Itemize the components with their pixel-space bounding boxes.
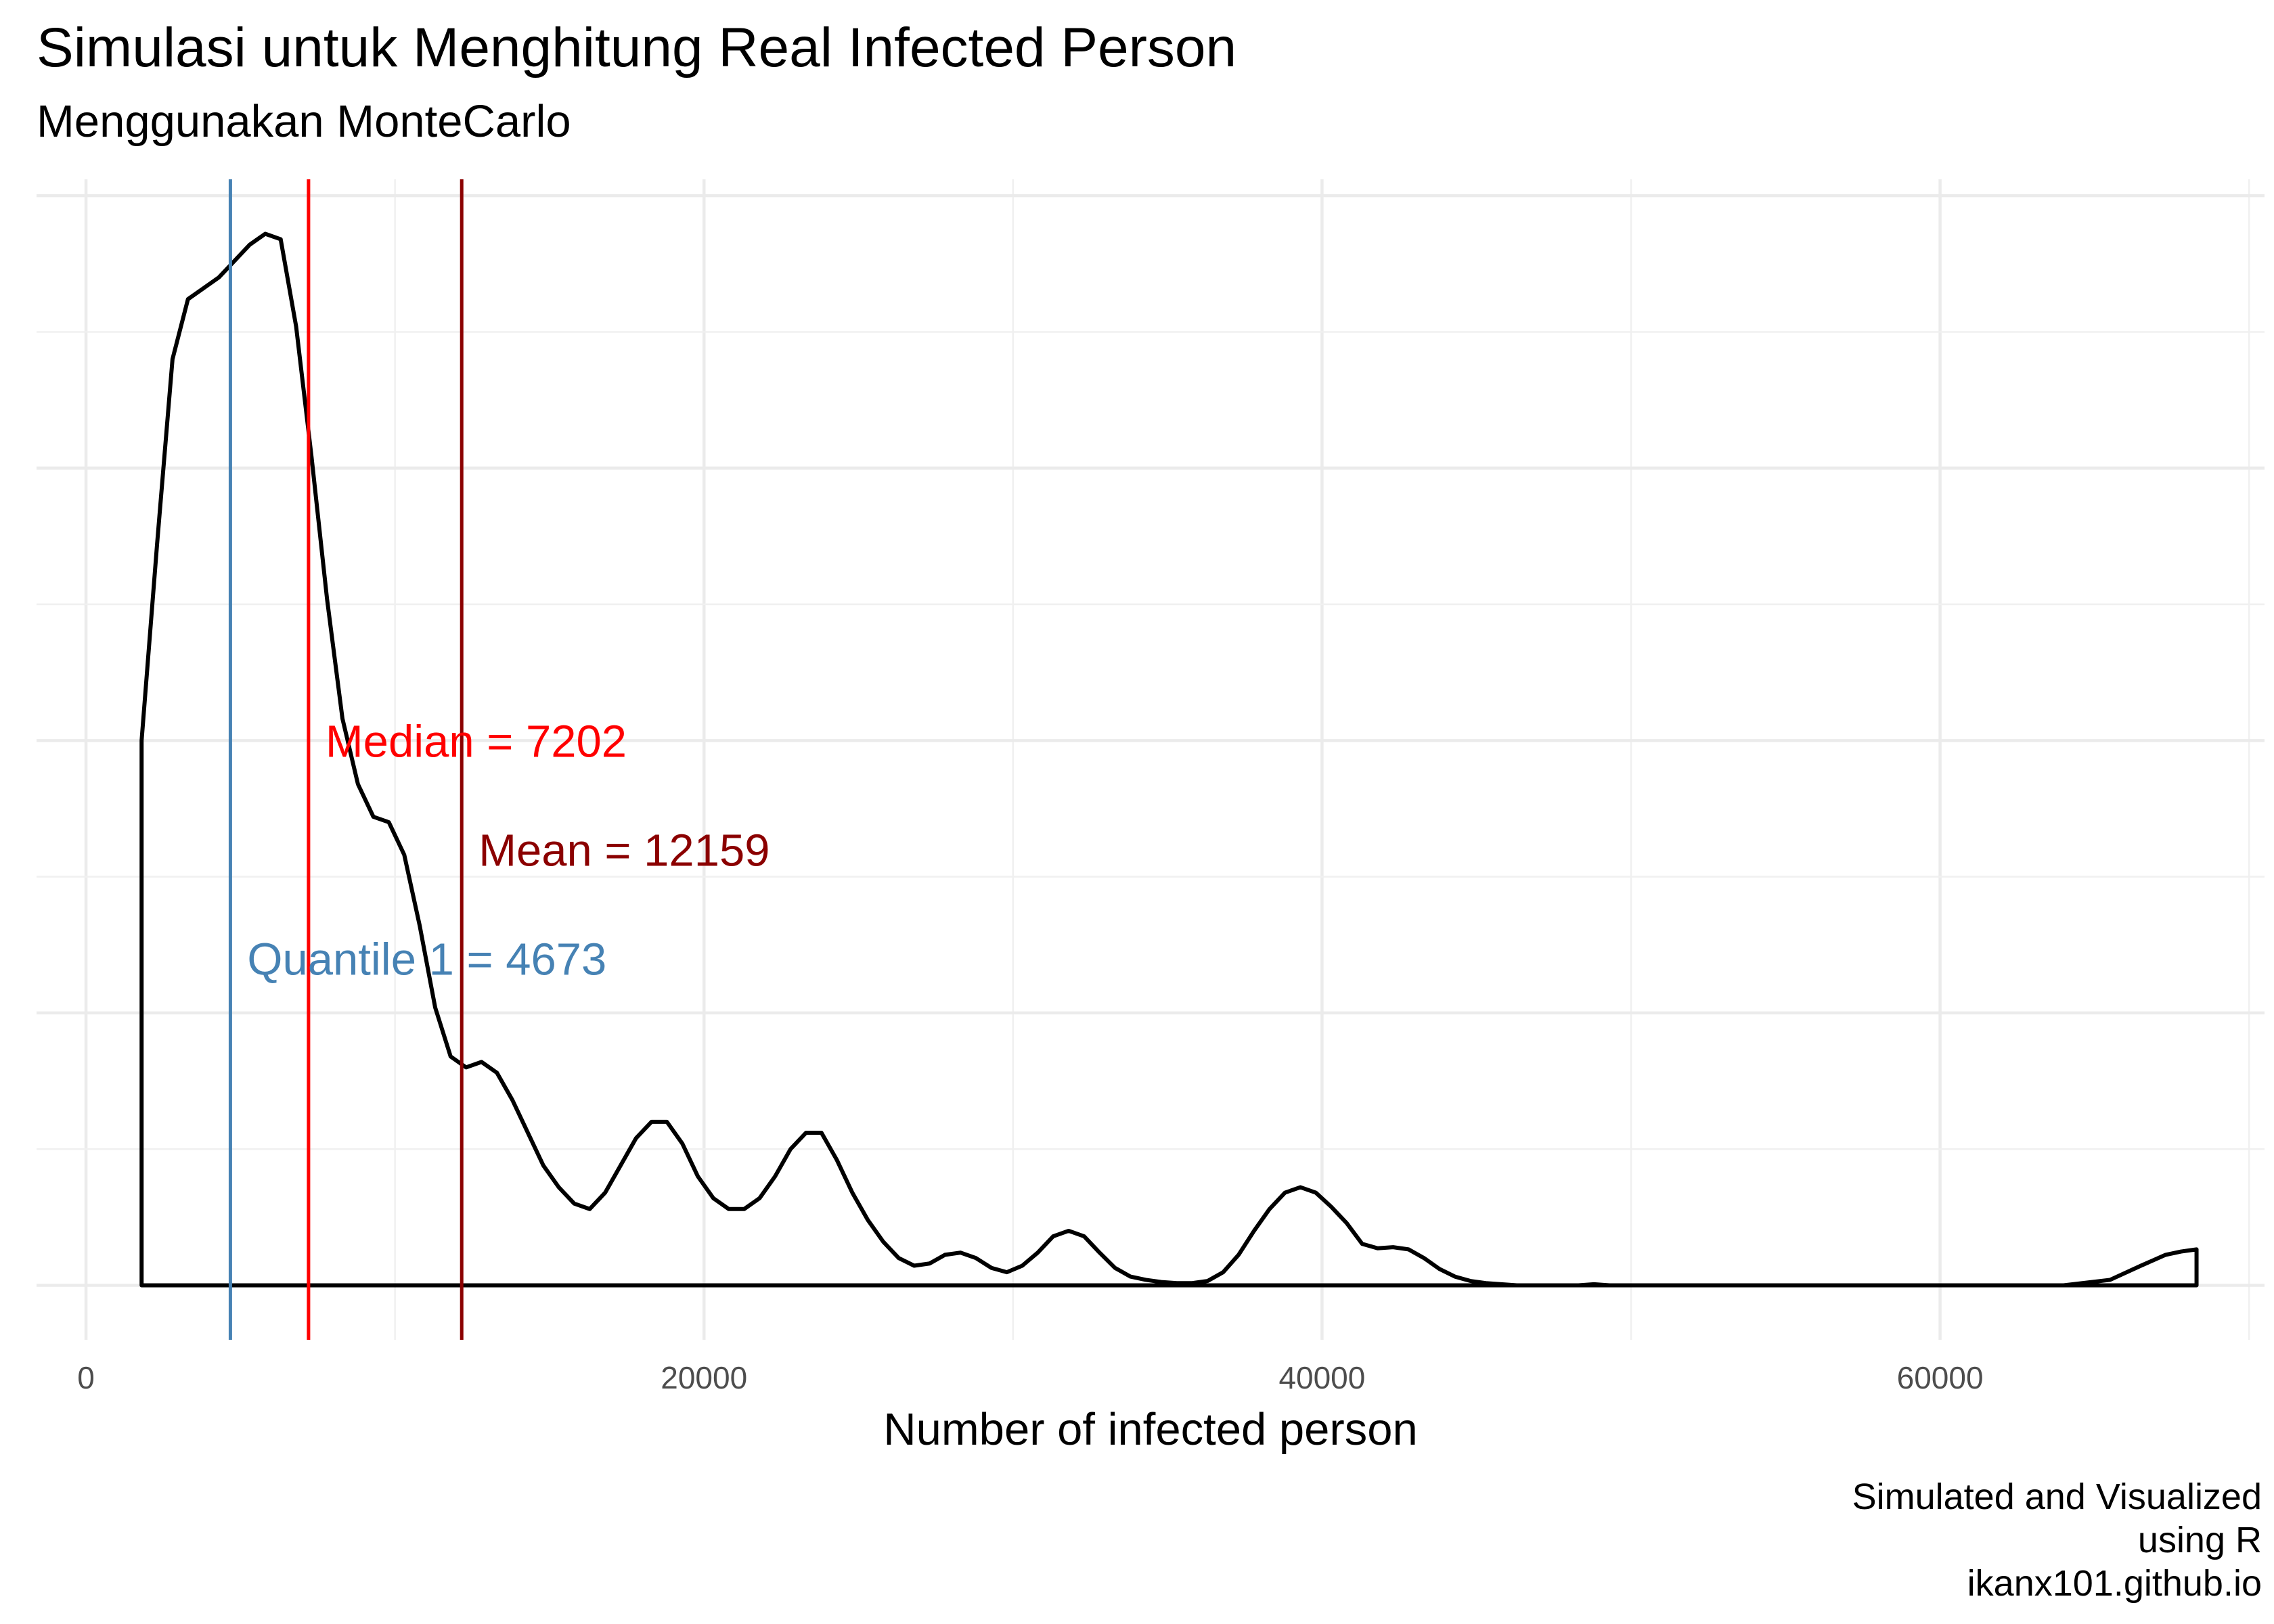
x-tick-label: 20000: [661, 1360, 747, 1395]
median-label: Median = 7202: [326, 716, 627, 767]
density-curve: [139, 231, 2199, 1288]
chart-title: Simulasi untuk Menghitung Real Infected …: [37, 17, 1237, 78]
reference-lines: [228, 179, 464, 1340]
caption-line-1: Simulated and Visualized: [1852, 1476, 2262, 1517]
mean-label: Mean = 12159: [478, 825, 770, 876]
chart-subtitle: Menggunakan MonteCarlo: [37, 96, 571, 147]
x-tick-label: 40000: [1278, 1360, 1365, 1395]
x-axis-title: Number of infected person: [883, 1404, 1418, 1455]
x-tick-label: 60000: [1897, 1360, 1984, 1395]
caption: Simulated and Visualized using R ikanx10…: [1852, 1475, 2262, 1605]
x-tick-labels: 0 20000 40000 60000: [77, 1360, 1983, 1395]
caption-line-2: using R: [2137, 1520, 2262, 1560]
quantile-1-label: Quantile 1 = 4673: [247, 934, 606, 985]
caption-line-3: ikanx101.github.io: [1967, 1563, 2262, 1604]
x-tick-label: 0: [77, 1360, 95, 1395]
reference-labels: Quantile 1 = 4673 Median = 7202 Mean = 121…: [247, 716, 770, 985]
